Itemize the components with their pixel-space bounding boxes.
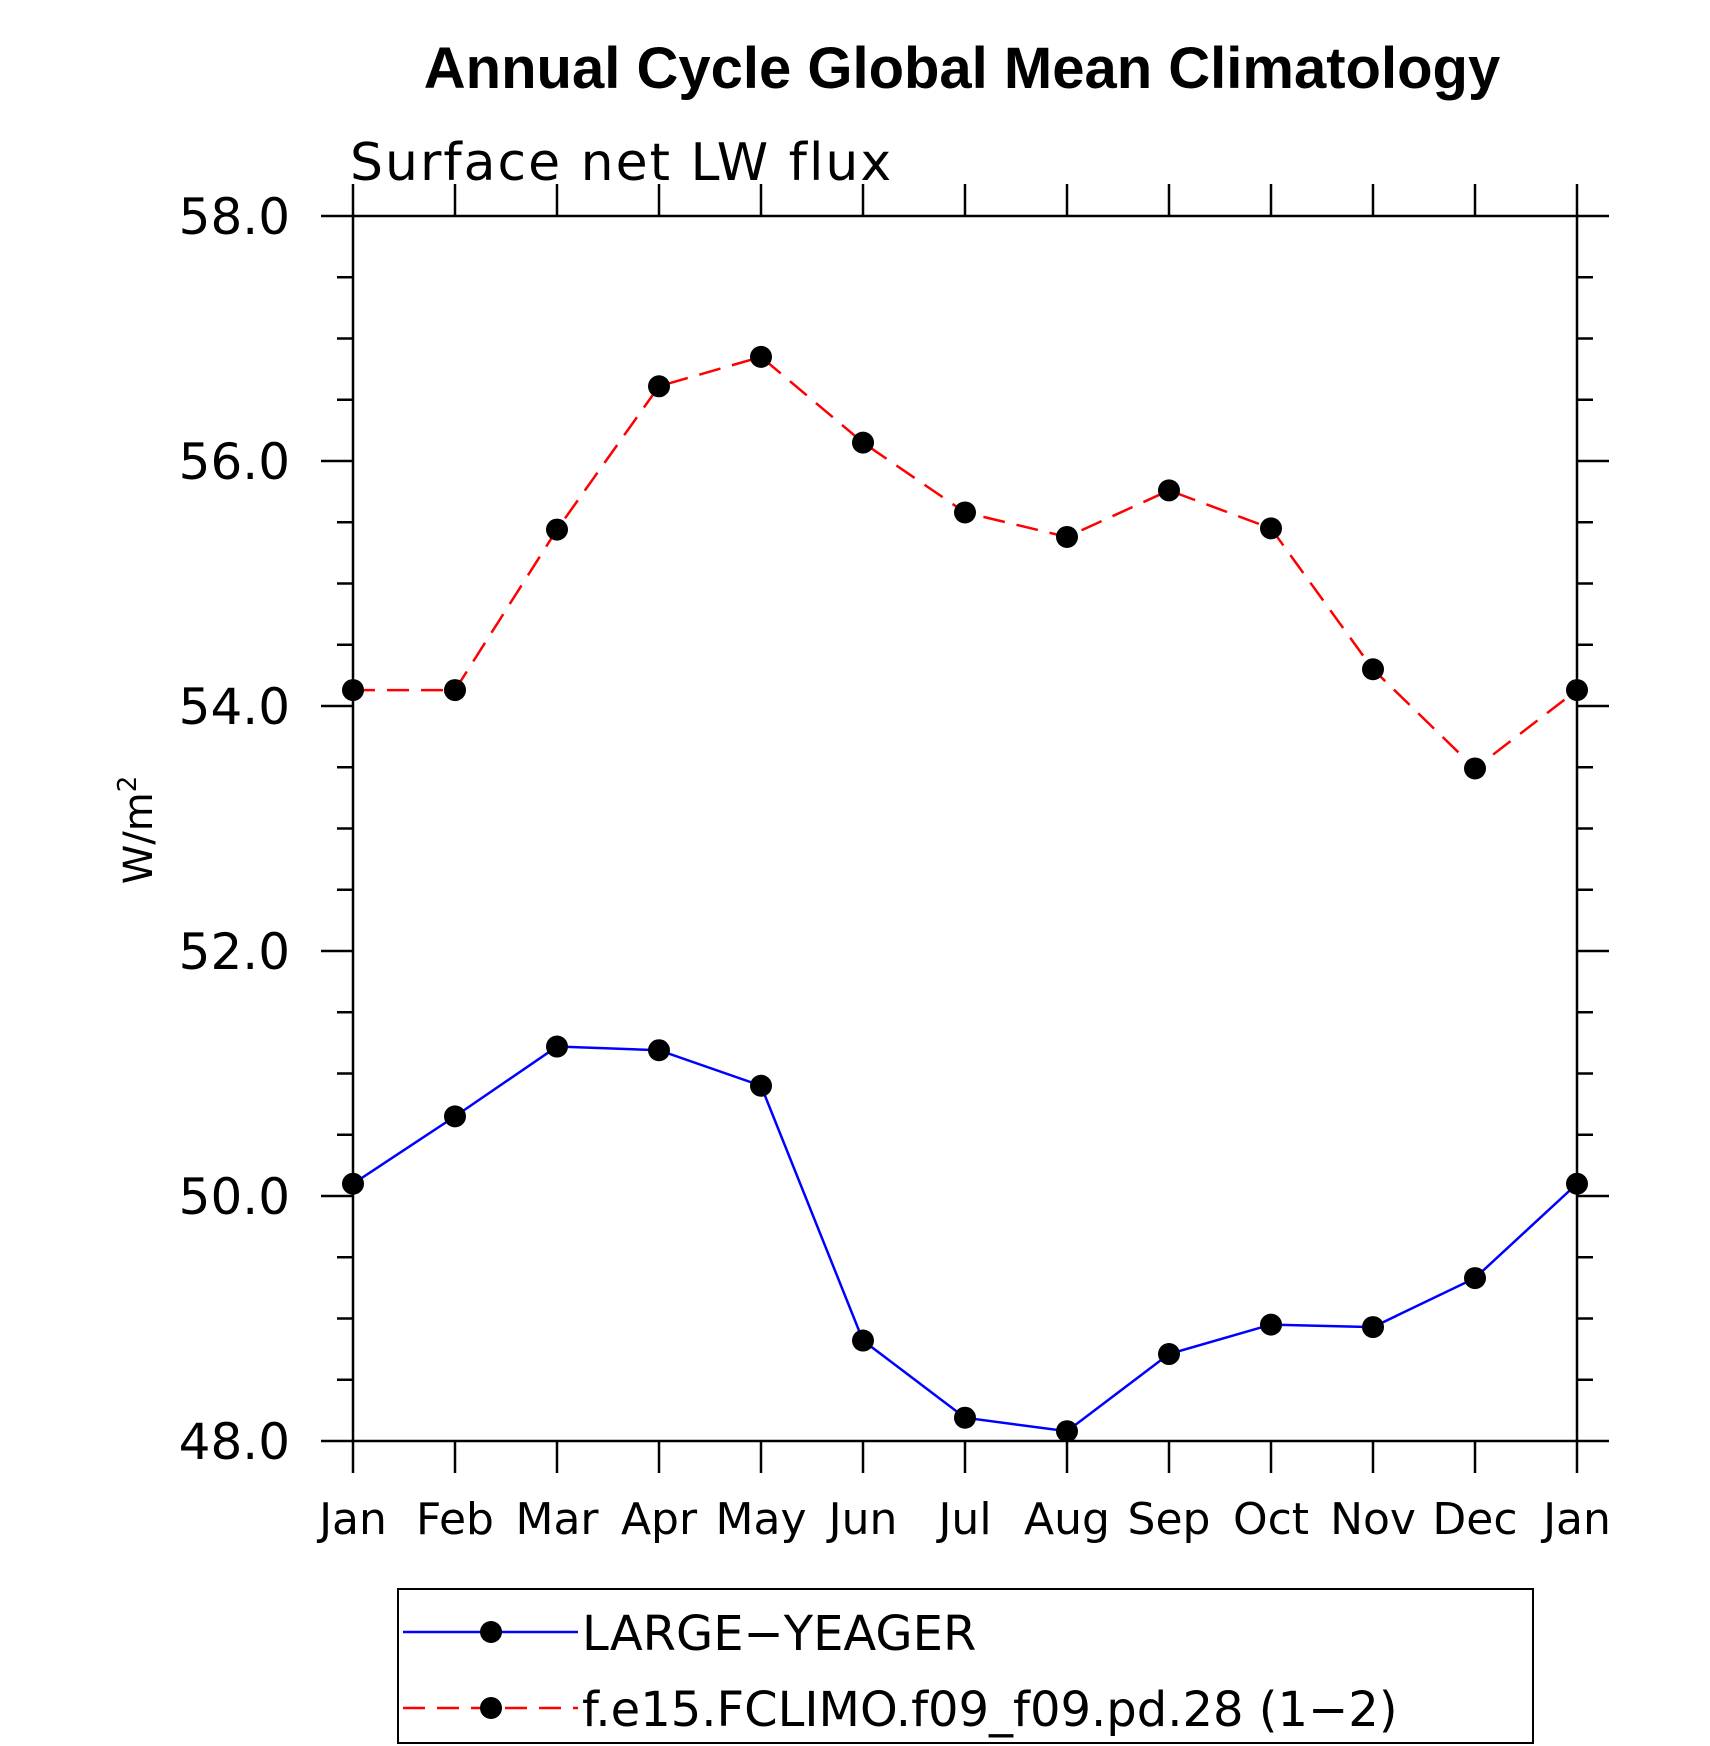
series-1-point <box>852 431 874 454</box>
series-1-point <box>750 345 772 368</box>
series-1-point <box>954 501 976 524</box>
x-tick-label: Jul <box>935 1494 991 1545</box>
x-tick-label: Jan <box>316 1494 387 1545</box>
chart-subtitle: Surface net LW flux <box>350 133 893 193</box>
series-0-point <box>648 1039 670 1062</box>
series-1-point <box>1158 479 1180 502</box>
plot-axes <box>321 184 1609 1473</box>
y-axis-label: W/m2 <box>113 776 162 885</box>
chart-title: Annual Cycle Global Mean Climatology <box>424 36 1500 101</box>
y-tick-label: 56.0 <box>179 433 290 491</box>
series-0-point <box>1362 1316 1384 1339</box>
series-0-point <box>1158 1343 1180 1366</box>
series-0-point <box>954 1406 976 1429</box>
series-0-point <box>1566 1172 1588 1195</box>
series-1-point <box>546 518 568 541</box>
series-0-point <box>546 1035 568 1058</box>
legend: LARGE−YEAGER f.e15.FCLIMO.f09_f09.pd.28 … <box>397 1588 1534 1744</box>
y-tick-label: 54.0 <box>179 678 290 736</box>
series-0-point <box>750 1074 772 1097</box>
x-tick-labels: Jan Feb Mar Apr May Jun Jul Aug Sep Oct Nov Dec Jan <box>316 1494 1611 1545</box>
x-tick-label: Jan <box>1540 1494 1611 1545</box>
series-1-point <box>342 679 364 702</box>
legend-marker-fclimo <box>480 1697 502 1719</box>
series-line-1 <box>353 355 1578 771</box>
legend-label-fclimo: f.e15.FCLIMO.f09_f09.pd.28 (1−2) <box>582 1682 1398 1738</box>
y-tick-label: 50.0 <box>179 1168 290 1226</box>
plot-frame <box>351 214 1579 1443</box>
series-1-point <box>1362 658 1384 681</box>
x-tick-label: Feb <box>416 1494 494 1545</box>
series-0-point <box>1260 1313 1282 1336</box>
y-axis-label-superscript: 2 <box>113 776 143 793</box>
x-tick-label: Oct <box>1233 1494 1309 1545</box>
data-series <box>342 345 1588 1443</box>
series-1-point <box>1566 679 1588 702</box>
x-tick-label: Jun <box>826 1494 898 1545</box>
x-tick-label: Sep <box>1128 1494 1211 1545</box>
legend-marker-large-yeager <box>480 1621 502 1643</box>
y-tick-label: 58.0 <box>179 188 290 246</box>
series-0-point <box>852 1329 874 1352</box>
y-tick-labels: 48.0 50.0 52.0 54.0 56.0 58.0 <box>179 188 290 1471</box>
series-1-point <box>1056 525 1078 548</box>
series-line-0 <box>352 1045 1578 1433</box>
legend-box <box>397 1588 1534 1744</box>
x-tick-label: Mar <box>515 1494 599 1545</box>
x-tick-label: Aug <box>1024 1494 1110 1545</box>
y-tick-label: 52.0 <box>179 923 290 981</box>
legend-label-large-yeager: LARGE−YEAGER <box>582 1606 976 1662</box>
series-0-point <box>342 1172 364 1195</box>
y-tick-label: 48.0 <box>179 1413 290 1471</box>
series-0-point <box>1056 1420 1078 1443</box>
series-0-point <box>444 1105 466 1128</box>
series-1-point <box>1464 757 1486 780</box>
y-axis-label-text: W/m <box>116 792 162 884</box>
x-tick-label: Nov <box>1330 1494 1416 1545</box>
x-tick-label: Apr <box>621 1494 698 1545</box>
x-tick-label: Dec <box>1432 1494 1517 1545</box>
x-tick-label: May <box>716 1494 807 1545</box>
series-1-point <box>444 679 466 702</box>
series-0-point <box>1464 1267 1486 1290</box>
series-1-point <box>1260 517 1282 540</box>
series-1-point <box>648 375 670 398</box>
svg-text:W/m2: W/m2 <box>113 776 162 885</box>
